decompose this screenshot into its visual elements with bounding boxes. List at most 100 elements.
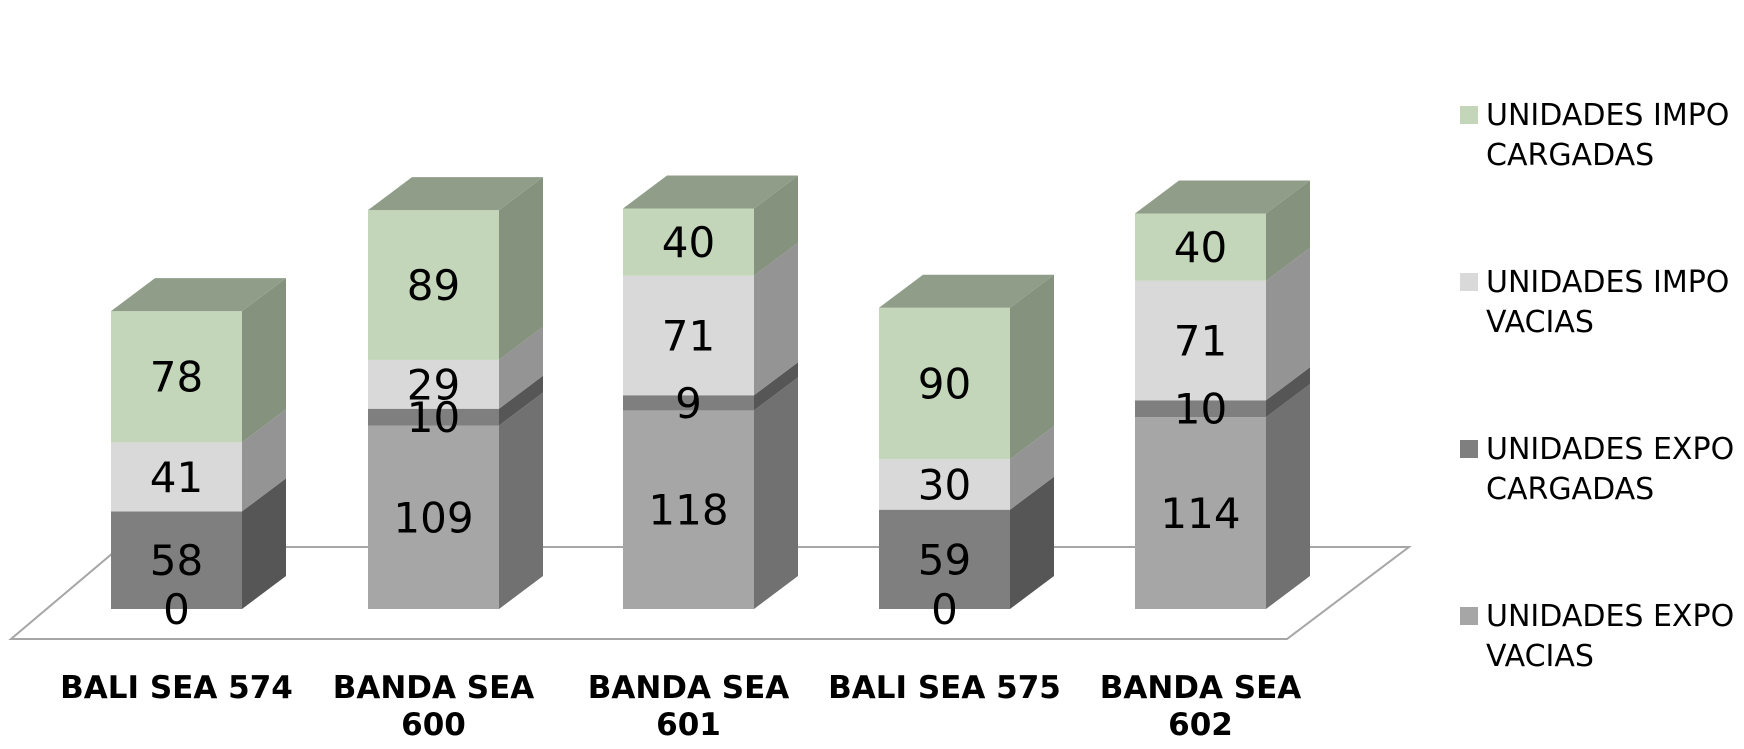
bar-segment [1135,367,1310,418]
data-label: 58 [150,536,203,585]
bar-front-face [368,210,499,360]
bar-segment [623,242,798,396]
bar-front-face [623,395,754,411]
legend-label: UNIDADES IMPO CARGADAS [1486,98,1729,173]
bars-group [111,175,1310,609]
bar-front-face [1135,400,1266,418]
bar-segment [1135,180,1310,281]
bar-side-face [754,175,798,276]
bar-side-face [1266,367,1310,418]
bar-stack [368,177,543,609]
legend-swatch [1460,607,1478,625]
data-label: 109 [393,493,473,542]
data-label: 90 [918,359,971,408]
data-label: 41 [150,453,203,502]
legend-item: UNIDADES IMPO VACIAS [1460,265,1729,340]
data-label: 59 [918,535,971,584]
bar-front-face [111,442,242,512]
legend-swatch [1460,273,1478,291]
category-label: BANDA SEA 601 [588,670,790,743]
data-label: 40 [662,218,715,267]
legend-label: UNIDADES EXPO CARGADAS [1486,432,1734,507]
bar-side-face [242,278,286,443]
bar-side-face [242,478,286,609]
data-label: 9 [675,379,702,428]
data-label: 114 [1160,489,1240,538]
bar-side-face [1010,274,1054,460]
bar-side-face [242,409,286,512]
bar-side-face [1010,426,1054,510]
bar-front-face [623,410,754,609]
bar-segment [368,326,543,409]
bar-segment [1135,384,1310,609]
legend-item: UNIDADES IMPO CARGADAS [1460,98,1729,173]
category-label: BANDA SEA 600 [333,670,535,743]
bar-stack [1135,180,1310,609]
legend-swatch [1460,440,1478,458]
bar-segment [623,175,798,276]
bar-front-face [111,511,242,609]
bar-side-face [1010,476,1054,609]
bar-front-face [1135,417,1266,609]
legend-item: UNIDADES EXPO VACIAS [1460,599,1734,674]
bar-segment [368,392,543,609]
bar-front-face [368,408,499,426]
bar-stack [623,175,798,609]
data-label: 0 [931,585,958,634]
legend-label: UNIDADES IMPO VACIAS [1486,265,1729,340]
bar-top-face [368,177,543,211]
bar-top-face [623,175,798,209]
bar-front-face [879,459,1010,510]
data-label: 89 [407,261,460,310]
bar-side-face [754,242,798,396]
bar-front-face [368,425,499,609]
bar-top-face [1135,180,1310,214]
bar-segment [879,274,1054,460]
bar-segment [368,375,543,426]
data-label: 71 [662,312,715,361]
bar-side-face [499,177,543,360]
legend: UNIDADES IMPO CARGADAS UNIDADES IMPO VACIAS… [1460,98,1734,674]
bar-segment [111,278,286,443]
bar-front-face [111,311,242,443]
bar-segment [368,177,543,360]
bar-segment [1135,247,1310,401]
category-label: BALI SEA 575 [828,670,1061,706]
bar-side-face [754,377,798,609]
data-label: 30 [918,460,971,509]
bar-stack [111,278,286,609]
data-label: 78 [150,353,203,402]
bar-segment [111,409,286,512]
bar-segment [623,362,798,411]
data-label: 10 [1174,385,1227,434]
bar-segment [111,478,286,609]
data-label: 118 [648,486,728,535]
category-label: BALI SEA 574 [60,670,293,706]
bar-front-face [879,509,1010,609]
bar-side-face [499,392,543,609]
bar-front-face [368,359,499,409]
bar-side-face [754,362,798,411]
category-label: BANDA SEA 602 [1100,670,1302,743]
chart-floor-plane [8,546,1412,640]
data-label: 29 [407,360,460,409]
category-axis: BALI SEA 574 BANDA SEA 600 BANDA SEA 601 BALI… [60,670,1301,743]
legend-item: UNIDADES EXPO CARGADAS [1460,432,1734,507]
bar-top-face [879,274,1054,308]
bar-front-face [879,307,1010,460]
chart-floor [8,546,1412,640]
bar-front-face [1135,213,1266,281]
data-label: 10 [407,393,460,442]
legend-label: UNIDADES EXPO VACIAS [1486,599,1734,674]
bar-stack [879,274,1054,609]
data-label: 0 [163,585,190,634]
data-label: 40 [1174,223,1227,272]
bar-top-face [111,278,286,312]
bar-side-face [1266,180,1310,281]
bar-segment [879,426,1054,510]
legend-swatch [1460,106,1478,124]
bar-side-face [499,375,543,426]
